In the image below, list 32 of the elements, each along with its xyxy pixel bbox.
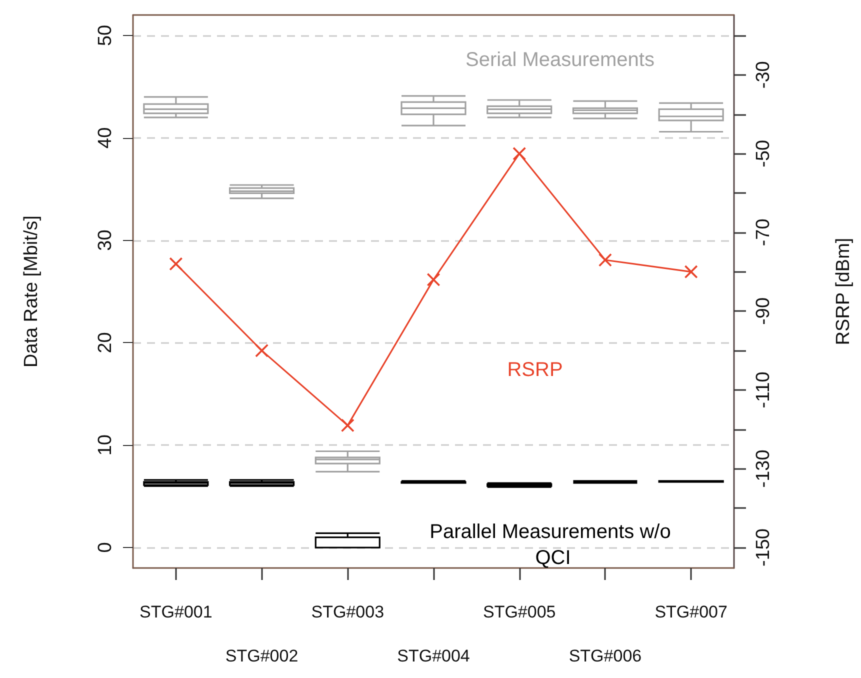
- point: [169, 257, 182, 270]
- text: RSRP: [507, 359, 563, 381]
- y-tick-label: 20: [95, 332, 116, 354]
- y2-tick-label: -30: [753, 61, 774, 89]
- y-tick-label: 0: [95, 542, 116, 553]
- series-label: Serial Measurements: [466, 49, 654, 71]
- x-tick-label: STG#007: [654, 602, 728, 622]
- point: [255, 344, 268, 358]
- y-tick-label: 10: [95, 434, 116, 456]
- y2-tick-label: -70: [753, 218, 774, 246]
- y2-tick-label: -110: [753, 372, 774, 408]
- y2-tick-label: -90: [753, 297, 774, 325]
- y-axis-title: Data Rate [Mbit/s]: [21, 215, 42, 368]
- x-tick-label: STG#006: [568, 646, 642, 666]
- x-tick-label: STG#004: [397, 646, 470, 666]
- x-tick-label: STG#003: [311, 602, 384, 622]
- point: [598, 253, 612, 266]
- point: [512, 147, 526, 160]
- y-tick-label: 50: [95, 24, 116, 46]
- point: [341, 418, 354, 432]
- x-tick-label: STG#005: [482, 602, 556, 622]
- y2-tick-label: -50: [753, 140, 774, 168]
- x-tick-label: STG#001: [140, 602, 212, 622]
- y-tick-label: 40: [95, 127, 116, 148]
- point: [684, 265, 698, 278]
- y2-axis-title: RSRP [dBm]: [833, 238, 854, 346]
- y-tick-label: 30: [95, 230, 116, 251]
- series-label: Parallel Measurements w/o QCI: [430, 521, 676, 569]
- point: [427, 273, 440, 286]
- y2-tick-label: -150: [753, 528, 774, 567]
- y2-tick-label: -130: [753, 450, 774, 488]
- x-tick-label: STG#002: [225, 646, 298, 666]
